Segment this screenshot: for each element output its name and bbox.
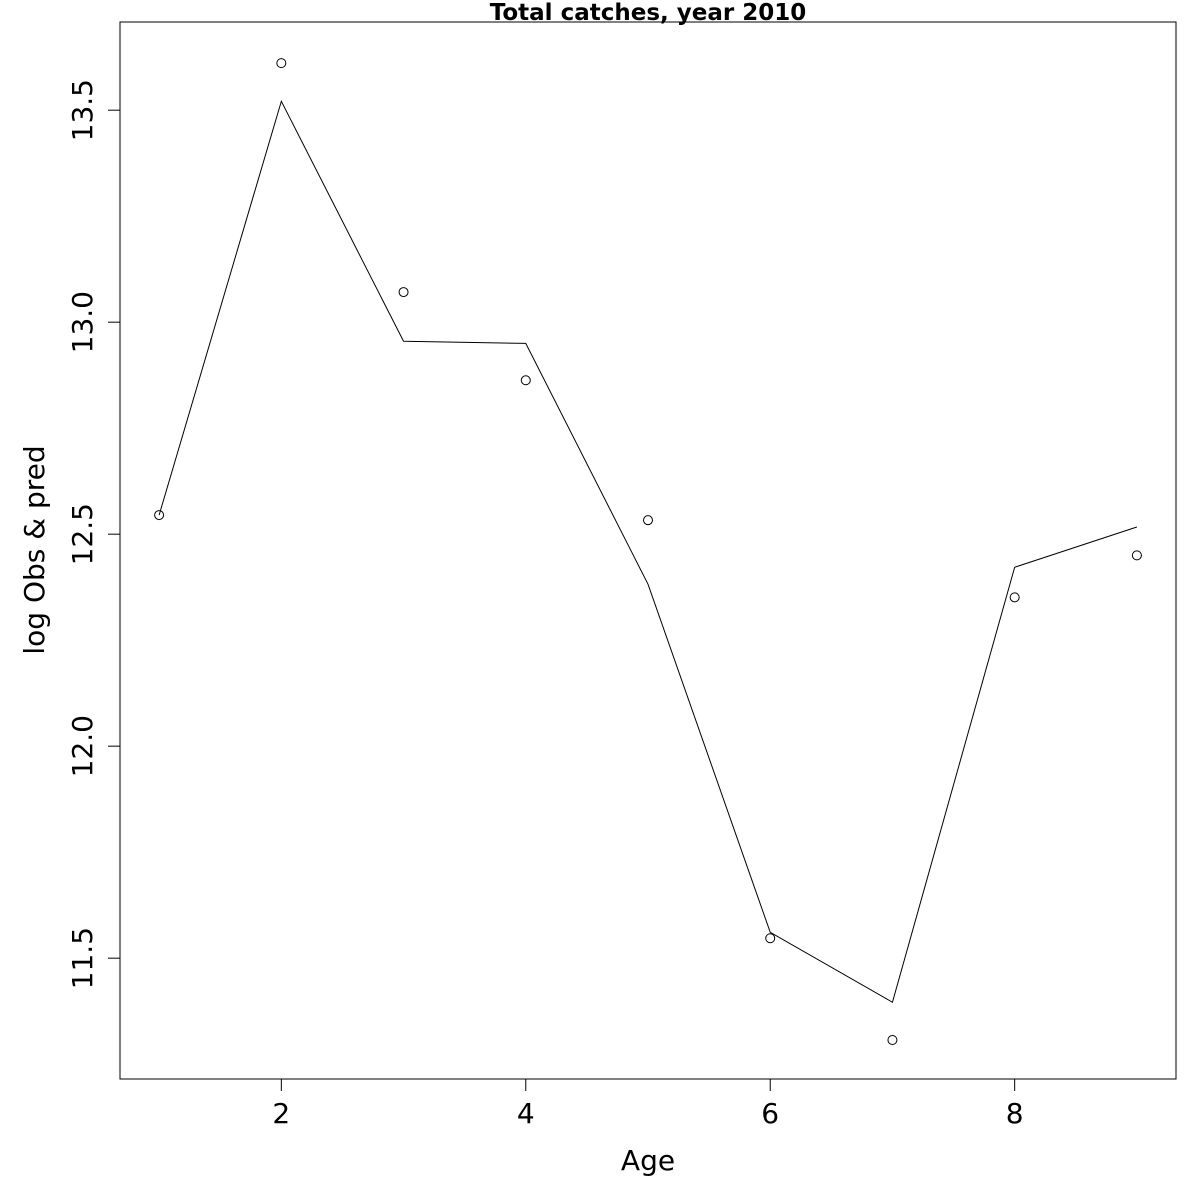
x-tick-label: 4: [517, 1097, 535, 1130]
data-point: [643, 515, 653, 526]
y-tick-label: 11.5: [66, 927, 99, 989]
x-tick-label: 6: [761, 1097, 779, 1130]
y-tick-label: 13.0: [66, 291, 99, 353]
plot-frame: [119, 21, 1177, 1080]
data-point: [154, 510, 165, 521]
x-tick-label: 8: [1006, 1097, 1024, 1130]
data-point: [520, 375, 531, 386]
x-tick-label: 2: [272, 1097, 290, 1130]
chart-title: Total catches, year 2010: [490, 0, 807, 26]
y-tick-label: 13.5: [66, 79, 99, 141]
y-tick-label: 12.0: [66, 715, 99, 777]
data-line: [158, 99, 1138, 1004]
data-point: [1131, 550, 1142, 561]
y-axis-label: log Obs & pred: [18, 445, 51, 654]
y-tick-label: 12.5: [66, 503, 99, 565]
x-axis-label: Age: [621, 1144, 675, 1177]
data-point: [398, 287, 409, 298]
data-point: [765, 933, 776, 944]
data-point: [887, 1034, 898, 1045]
data-point: [1009, 592, 1020, 603]
data-point: [276, 58, 287, 69]
